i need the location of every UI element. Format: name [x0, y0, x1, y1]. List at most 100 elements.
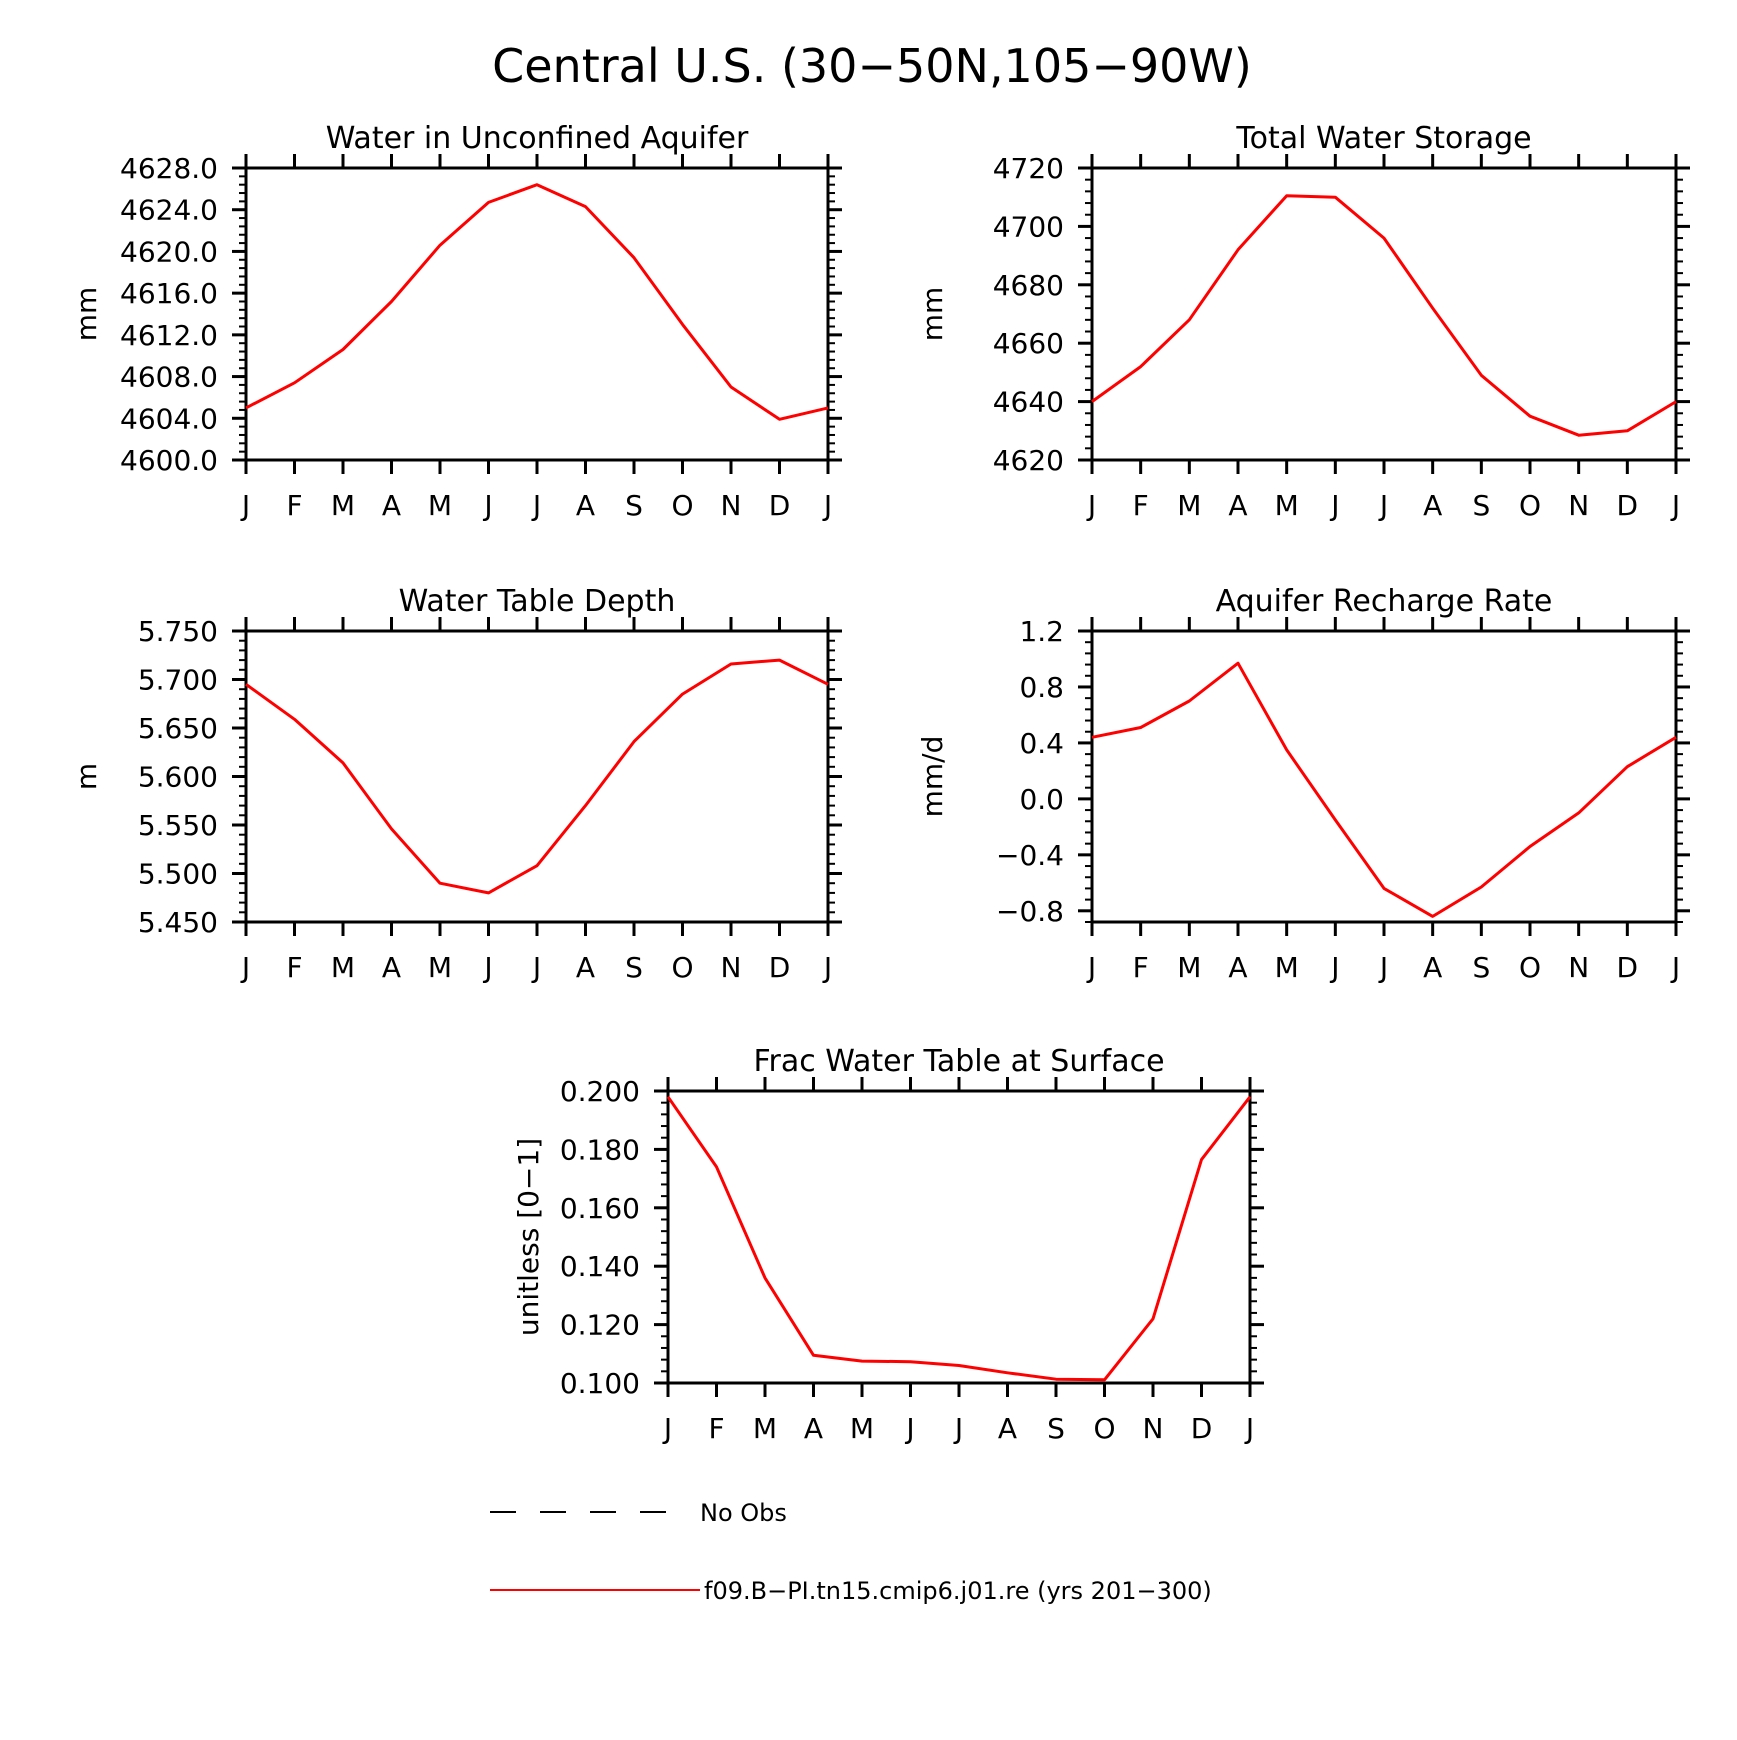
- x-tick-label: J: [1329, 951, 1339, 984]
- y-tick-label: 5.650: [138, 712, 218, 745]
- panel-title: Water in Unconfined Aquifer: [326, 121, 749, 156]
- y-tick-label: 0.160: [560, 1192, 640, 1225]
- x-tick-label: D: [1191, 1412, 1213, 1445]
- x-tick-label: N: [721, 489, 742, 522]
- x-tick-label: J: [904, 1412, 914, 1445]
- y-tick-label: 5.600: [138, 761, 218, 794]
- x-tick-label: M: [850, 1412, 874, 1445]
- y-tick-label: 4720: [993, 152, 1064, 185]
- y-tick-label: 4608.0: [120, 361, 218, 394]
- x-tick-label: A: [382, 951, 401, 984]
- y-tick-label: 5.550: [138, 809, 218, 842]
- panel-2: J F M A M J J A S O N D J462046404660468047004720Tot…: [916, 121, 1690, 522]
- x-tick-label: M: [331, 951, 355, 984]
- panel-title: Aquifer Recharge Rate: [1216, 584, 1553, 619]
- x-tick-label: N: [1568, 951, 1589, 984]
- x-tick-label: J: [1378, 951, 1388, 984]
- x-tick-label: M: [1177, 489, 1201, 522]
- y-tick-label: 0.100: [560, 1367, 640, 1400]
- y-tick-label: 0.200: [560, 1075, 640, 1108]
- x-tick-label: D: [1617, 951, 1639, 984]
- x-tick-label: J: [531, 489, 541, 522]
- x-tick-label: F: [286, 951, 302, 984]
- y-tick-label: 0.4: [1019, 727, 1064, 760]
- x-tick-label: J: [1086, 489, 1096, 522]
- y-tick-label: 5.450: [138, 906, 218, 939]
- x-tick-label: D: [769, 489, 791, 522]
- x-tick-label: M: [1275, 951, 1299, 984]
- y-tick-label: 4680: [993, 269, 1064, 302]
- x-tick-label: A: [576, 951, 595, 984]
- x-tick-label: J: [240, 489, 250, 522]
- panels: J F M A M J J A S O N D J4600.04604.04608.04612.0461…: [70, 121, 1690, 1445]
- x-tick-label: J: [1378, 489, 1388, 522]
- plot-frame: [1090, 629, 1678, 924]
- x-tick-label: O: [1519, 951, 1541, 984]
- y-tick-label: 4616.0: [120, 277, 218, 310]
- series-line: [1091, 661, 1677, 918]
- x-tick-label: A: [1228, 951, 1247, 984]
- y-tick-label: 4604.0: [120, 402, 218, 435]
- y-tick-label: −0.4: [996, 839, 1064, 872]
- x-tick-label: S: [1472, 951, 1490, 984]
- y-tick-label: 4612.0: [120, 319, 218, 352]
- y-tick-label: 4620.0: [120, 235, 218, 268]
- series-line: [245, 658, 829, 895]
- y-tick-label: 4640: [993, 386, 1064, 419]
- y-tick-label: 0.120: [560, 1309, 640, 1342]
- y-tick-label: 5.750: [138, 615, 218, 648]
- y-axis-label: mm: [70, 287, 103, 342]
- x-tick-label: M: [1177, 951, 1201, 984]
- x-tick-label: S: [1047, 1412, 1065, 1445]
- x-tick-label: J: [1244, 1412, 1254, 1445]
- x-tick-label: A: [1423, 951, 1442, 984]
- plot-frame: [1090, 166, 1678, 462]
- y-tick-label: 1.2: [1019, 615, 1064, 648]
- y-axis-label: mm: [916, 287, 949, 342]
- x-tick-label: J: [531, 951, 541, 984]
- x-tick-label: F: [286, 489, 302, 522]
- y-tick-label: 0.0: [1019, 783, 1064, 816]
- legend-no-obs-label: No Obs: [700, 1499, 787, 1527]
- x-tick-label: S: [625, 951, 643, 984]
- y-tick-label: 4700: [993, 210, 1064, 243]
- panel-4: J F M A M J J A S O N D J−0.8−0.40.00.40.81.2Aquifer…: [916, 584, 1690, 984]
- x-tick-label: A: [576, 489, 595, 522]
- x-tick-label: S: [625, 489, 643, 522]
- x-tick-label: O: [1519, 489, 1541, 522]
- series-line: [1091, 194, 1677, 437]
- y-tick-label: 4624.0: [120, 194, 218, 227]
- panel-title: Water Table Depth: [399, 584, 676, 619]
- x-tick-label: N: [1568, 489, 1589, 522]
- panel-title: Frac Water Table at Surface: [753, 1044, 1164, 1079]
- x-tick-label: D: [769, 951, 791, 984]
- x-tick-label: F: [708, 1412, 724, 1445]
- x-tick-label: A: [998, 1412, 1017, 1445]
- x-tick-label: M: [331, 489, 355, 522]
- x-tick-label: O: [1093, 1412, 1115, 1445]
- panel-5: J F M A M J J A S O N D J0.1000.1200.1400.1600.1800.…: [512, 1044, 1264, 1445]
- x-tick-label: J: [822, 951, 832, 984]
- x-tick-label: J: [953, 1412, 963, 1445]
- x-tick-label: N: [1143, 1412, 1164, 1445]
- y-tick-label: 0.140: [560, 1250, 640, 1283]
- legend-series-label: f09.B−PI.tn15.cmip6.j01.re (yrs 201−300): [704, 1577, 1212, 1605]
- x-tick-label: A: [1423, 489, 1442, 522]
- x-tick-label: J: [482, 489, 492, 522]
- x-tick-label: A: [804, 1412, 823, 1445]
- x-tick-label: A: [382, 489, 401, 522]
- legend: No Obs f09.B−PI.tn15.cmip6.j01.re (yrs 2…: [490, 1499, 1212, 1605]
- x-tick-label: J: [1670, 489, 1680, 522]
- x-tick-label: J: [1670, 951, 1680, 984]
- x-tick-label: A: [1228, 489, 1247, 522]
- x-tick-label: N: [721, 951, 742, 984]
- figure-title: Central U.S. (30−50N,105−90W): [492, 39, 1252, 93]
- y-tick-label: −0.8: [996, 895, 1064, 928]
- x-tick-label: M: [428, 489, 452, 522]
- y-tick-label: 0.8: [1019, 671, 1064, 704]
- series-line: [245, 183, 829, 421]
- y-axis-label: mm/d: [916, 736, 949, 818]
- y-axis-label: m: [70, 763, 103, 790]
- x-tick-label: F: [1133, 951, 1149, 984]
